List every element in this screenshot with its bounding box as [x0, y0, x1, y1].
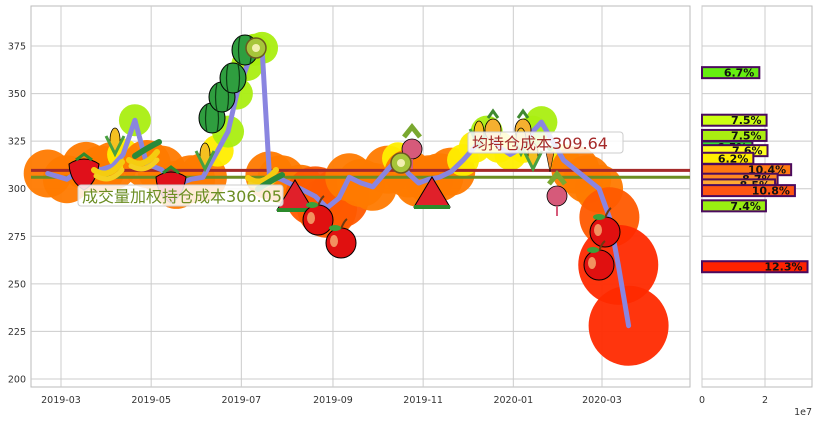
apple-icon	[325, 218, 357, 259]
y-tick-label: 225	[8, 327, 26, 338]
y-tick-label: 275	[8, 232, 26, 243]
volume-bar-label: 7.4%	[730, 200, 761, 213]
volume-bar-label: 7.5%	[731, 114, 762, 127]
volume-bar: 6.7%	[701, 66, 761, 80]
corn-icon	[104, 127, 126, 158]
volume-bar: 7.5%	[701, 113, 768, 127]
volume-bar-label: 12.3%	[764, 261, 802, 274]
volume-bar-label: 10.8%	[752, 185, 790, 198]
x-tick-label: 2020-03	[582, 395, 622, 406]
kiwi-icon	[245, 37, 267, 59]
cost-annotations: 成交量加权持仓成本306.05 均持仓成本309.64	[77, 131, 624, 207]
x-tick-label: 0	[699, 395, 705, 406]
svg-text:均持仓成本309.64: 均持仓成本309.64	[472, 134, 608, 153]
volume-profile-panel: 6.7%7.5%7.5%6.5%7.6%6.2%10.4%8.7%8.5%10.…	[699, 5, 813, 418]
melon-icon	[219, 62, 247, 94]
volume-axis-ticks: 0 2 1e7	[699, 395, 812, 418]
radish-icon	[401, 122, 423, 169]
banana-icon	[126, 149, 160, 172]
y-tick-label: 250	[8, 279, 26, 290]
y-tick-label: 350	[8, 89, 26, 100]
apple-icon	[589, 207, 621, 248]
watermelon-slice-icon	[413, 176, 451, 209]
banana-icon	[91, 159, 125, 182]
volume-bar: 10.8%	[701, 184, 796, 198]
x-tick-label: 2019-07	[221, 395, 261, 406]
x-tick-label: 2020-01	[493, 395, 533, 406]
x-tick-label: 2019-09	[313, 395, 353, 406]
vwap-cost-annotation: 成交量加权持仓成本306.05	[77, 184, 284, 207]
volume-bar-label: 7.5%	[731, 129, 762, 142]
volume-bar: 12.3%	[701, 260, 809, 274]
radish-icon	[546, 169, 568, 216]
x-tick-label: 2	[762, 395, 768, 406]
apple-icon	[302, 195, 334, 236]
strawberry-icon	[68, 152, 100, 191]
price-axis-ticks: 200 225 250 275 300 325 350 375 2019-03 2019-05 20…	[8, 42, 622, 407]
svg-text:成交量加权持仓成本306.05: 成交量加权持仓成本306.05	[82, 187, 282, 206]
volume-bars: 6.7%7.5%7.5%6.5%7.6%6.2%10.4%8.7%8.5%10.…	[701, 66, 809, 274]
x-tick-label: 2019-05	[131, 395, 171, 406]
y-tick-label: 200	[8, 375, 26, 386]
apple-icon	[583, 240, 615, 281]
x-tick-label: 2019-11	[403, 395, 443, 406]
y-tick-label: 300	[8, 184, 26, 195]
y-tick-label: 325	[8, 137, 26, 148]
avg-cost-annotation: 均持仓成本309.64	[467, 131, 624, 154]
corn-icon	[194, 142, 216, 173]
x-tick-label: 2019-03	[41, 395, 81, 406]
price-chart-panel: 成交量加权持仓成本306.05 均持仓成本309.64 200 225 250 275 3…	[8, 5, 691, 407]
y-tick-label: 375	[8, 42, 26, 53]
axis-offset-label: 1e7	[794, 407, 812, 418]
volume-bar-label: 6.7%	[724, 67, 755, 80]
volume-bar: 7.4%	[701, 199, 767, 213]
volume-bar-label: 6.2%	[718, 152, 749, 165]
peapod-icon	[132, 139, 162, 159]
kiwi-icon	[390, 152, 412, 174]
